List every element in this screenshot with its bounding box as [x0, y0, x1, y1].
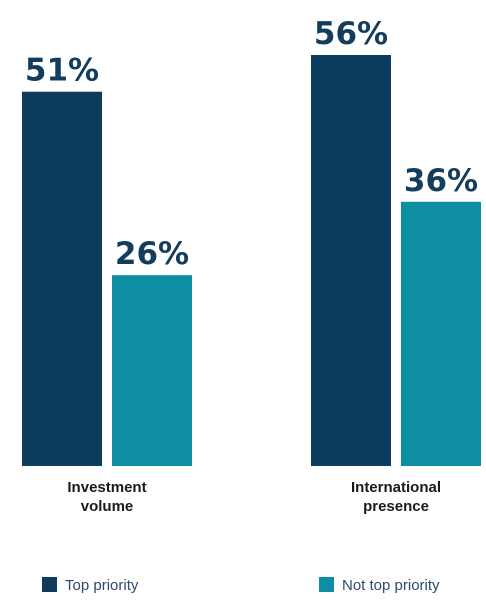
legend-item-top-priority: Top priority	[42, 577, 139, 594]
legend-label-not-top-priority: Not top priority	[342, 577, 440, 594]
legend-swatch-top-priority	[42, 577, 57, 592]
legend-item-not-top-priority: Not top priority	[319, 577, 440, 594]
category-labels: Investment volume International presence	[67, 479, 441, 515]
category-label-investment-volume: Investment volume	[67, 479, 146, 515]
bar-international-presence-not-top-priority	[401, 201, 481, 467]
bar-international-presence-top-priority	[311, 55, 391, 466]
legend-label-top-priority: Top priority	[65, 577, 139, 594]
category-label-line: volume	[81, 498, 134, 515]
bar-investment-volume-top-priority	[22, 91, 102, 467]
value-label-investment-volume-top-priority: 51%	[25, 53, 99, 89]
value-label-international-presence-not-top-priority: 36%	[404, 163, 478, 199]
category-label-line: Investment	[67, 479, 146, 496]
category-label-international-presence: International presence	[351, 479, 441, 515]
value-label-international-presence-top-priority: 56%	[314, 16, 388, 52]
bars-layer	[22, 55, 481, 467]
value-labels: 51% 26% 56% 36%	[25, 16, 478, 272]
category-label-line: presence	[363, 498, 429, 515]
legend: Top priority Not top priority	[42, 577, 440, 594]
value-label-investment-volume-not-top-priority: 26%	[115, 236, 189, 272]
category-label-line: International	[351, 479, 441, 496]
legend-swatch-not-top-priority	[319, 577, 334, 592]
bar-investment-volume-not-top-priority	[112, 275, 192, 466]
